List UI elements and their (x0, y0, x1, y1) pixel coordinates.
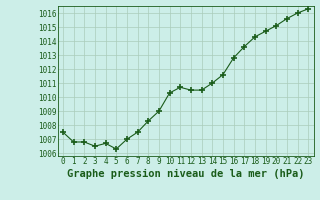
X-axis label: Graphe pression niveau de la mer (hPa): Graphe pression niveau de la mer (hPa) (67, 169, 304, 179)
